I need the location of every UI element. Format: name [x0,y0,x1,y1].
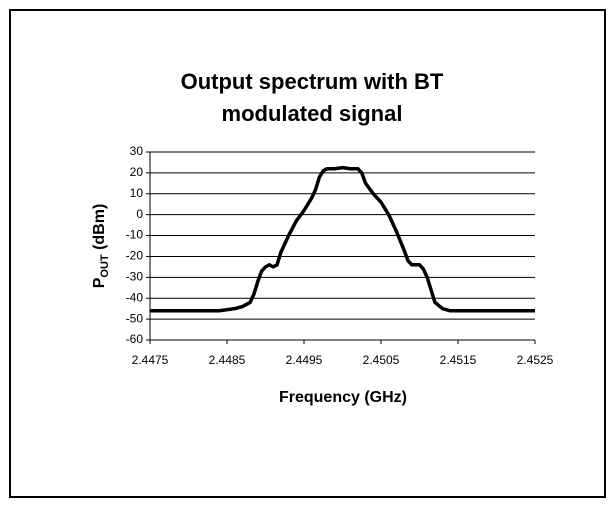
line-series [150,165,535,313]
y-tick-label: 0 [136,207,143,221]
y-tick-label: 10 [130,186,144,200]
chart-title: Output spectrum with BT [181,69,444,94]
y-label-rest: (dBm) [91,204,108,255]
x-tick-label: 2.4475 [132,353,169,367]
y-tick-label: 30 [130,144,144,158]
y-label-sub: OUT [99,254,111,278]
y-tick-label: -40 [126,290,144,304]
frame [9,9,606,498]
x-axis-label: Frequency (GHz) [279,389,407,406]
y-tick-label: -60 [126,332,144,346]
y-axis-label: POUT (dBm) [91,204,111,289]
x-tick-label: 2.4515 [440,353,477,367]
x-tick-label: 2.4485 [209,353,246,367]
y-tick-label: -30 [126,270,144,284]
y-tick-label: -10 [126,228,144,242]
y-tick-label: -50 [126,311,144,325]
x-tick-label: 2.4525 [517,353,554,367]
x-tick-label: 2.4495 [286,353,323,367]
x-tick-label: 2.4505 [363,353,400,367]
y-label-main: P [91,277,108,288]
y-tick-label: -20 [126,249,144,263]
chart-title: modulated signal [222,101,403,126]
y-tick-label: 20 [130,165,144,179]
